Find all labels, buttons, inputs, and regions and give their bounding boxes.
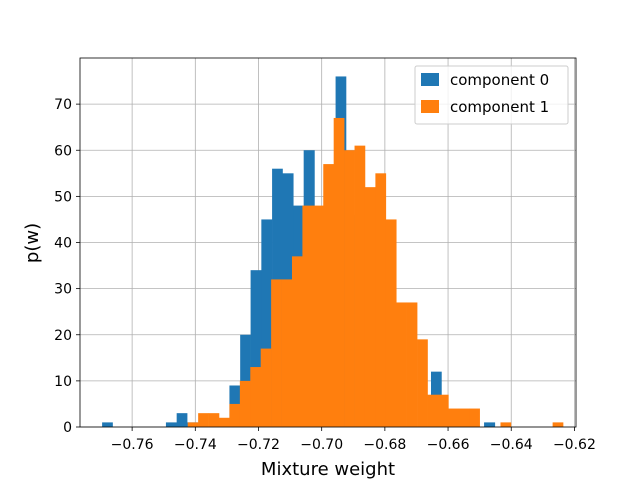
legend-label-component-1: component 1 — [450, 98, 549, 116]
y-tick-label: 50 — [54, 189, 72, 205]
y-axis-label: p(w) — [22, 223, 43, 263]
x-axis-label: Mixture weight — [261, 459, 395, 480]
x-tick-label: −0.70 — [300, 437, 343, 453]
histogram-bar-component-1 — [281, 279, 293, 427]
legend-swatch-component-1 — [421, 100, 439, 113]
x-tick-label: −0.64 — [490, 437, 533, 453]
x-tick-label: −0.74 — [174, 437, 217, 453]
histogram-bar-component-1 — [437, 394, 449, 427]
y-tick-label: 60 — [54, 143, 72, 159]
histogram-bar-component-1 — [396, 302, 407, 427]
histogram-bar-component-1 — [291, 256, 303, 427]
histogram-bar-component-1 — [250, 367, 262, 427]
histogram-bar-component-1 — [354, 145, 366, 427]
histogram-bar-component-1 — [219, 417, 230, 427]
histogram-bar-component-1 — [417, 339, 428, 427]
y-tick-label: 30 — [54, 282, 72, 298]
y-tick-label: 40 — [54, 236, 72, 252]
histogram-bar-component-1 — [552, 422, 564, 427]
histogram-bar-component-1 — [271, 279, 282, 427]
x-tick-label: −0.72 — [237, 437, 280, 453]
histogram-bar-component-1 — [187, 422, 199, 427]
y-axis-ticks: 0 10 20 30 40 50 60 70 — [54, 97, 80, 436]
x-tick-label: −0.68 — [363, 437, 406, 453]
histogram-bar-component-1 — [469, 408, 480, 427]
histogram-bar-component-1 — [198, 413, 209, 427]
histogram-bar-component-1 — [364, 187, 376, 427]
x-tick-label: −0.66 — [427, 437, 470, 453]
histogram-bar-component-1 — [375, 173, 387, 427]
histogram-bar-component-1 — [458, 408, 470, 427]
histogram-bar-component-0 — [261, 219, 273, 427]
histogram-bar-component-1 — [208, 413, 220, 427]
x-axis-ticks: −0.76 −0.74 −0.72 −0.70 −0.68 −0.66 −0.64 −0.62 — [111, 427, 596, 453]
histogram-bar-component-1 — [427, 394, 439, 427]
x-tick-label: −0.62 — [553, 437, 596, 453]
histogram-bar-component-1 — [500, 422, 512, 427]
legend-label-component-0: component 0 — [450, 71, 549, 89]
x-tick-label: −0.76 — [111, 437, 154, 453]
y-tick-label: 10 — [54, 374, 72, 390]
histogram-bar-component-0 — [176, 413, 188, 427]
histogram-bar-component-1 — [260, 348, 272, 427]
y-tick-label: 70 — [54, 97, 72, 113]
histogram-bar-component-0 — [165, 422, 177, 427]
series-component-1-bars — [187, 117, 564, 428]
legend-box — [414, 65, 569, 125]
histogram-bar-component-0 — [102, 422, 113, 427]
histogram-bar-component-1 — [333, 117, 345, 428]
histogram-bar-component-1 — [312, 205, 324, 427]
legend: component 0 component 1 — [414, 65, 569, 125]
y-tick-label: 0 — [63, 420, 72, 436]
histogram-bar-component-1 — [239, 380, 251, 427]
histogram-bar-component-1 — [323, 164, 334, 427]
histogram-bar-component-1 — [385, 219, 397, 427]
histogram-bar-component-1 — [448, 408, 460, 427]
histogram-bar-component-0 — [484, 422, 496, 427]
histogram-bar-component-1 — [302, 205, 314, 427]
histogram-bar-component-1 — [229, 403, 241, 427]
histogram-bar-component-0 — [250, 270, 262, 427]
y-tick-label: 20 — [54, 328, 72, 344]
histogram-bar-component-1 — [406, 302, 418, 427]
legend-swatch-component-0 — [421, 73, 439, 86]
histogram-bar-component-1 — [344, 150, 355, 427]
